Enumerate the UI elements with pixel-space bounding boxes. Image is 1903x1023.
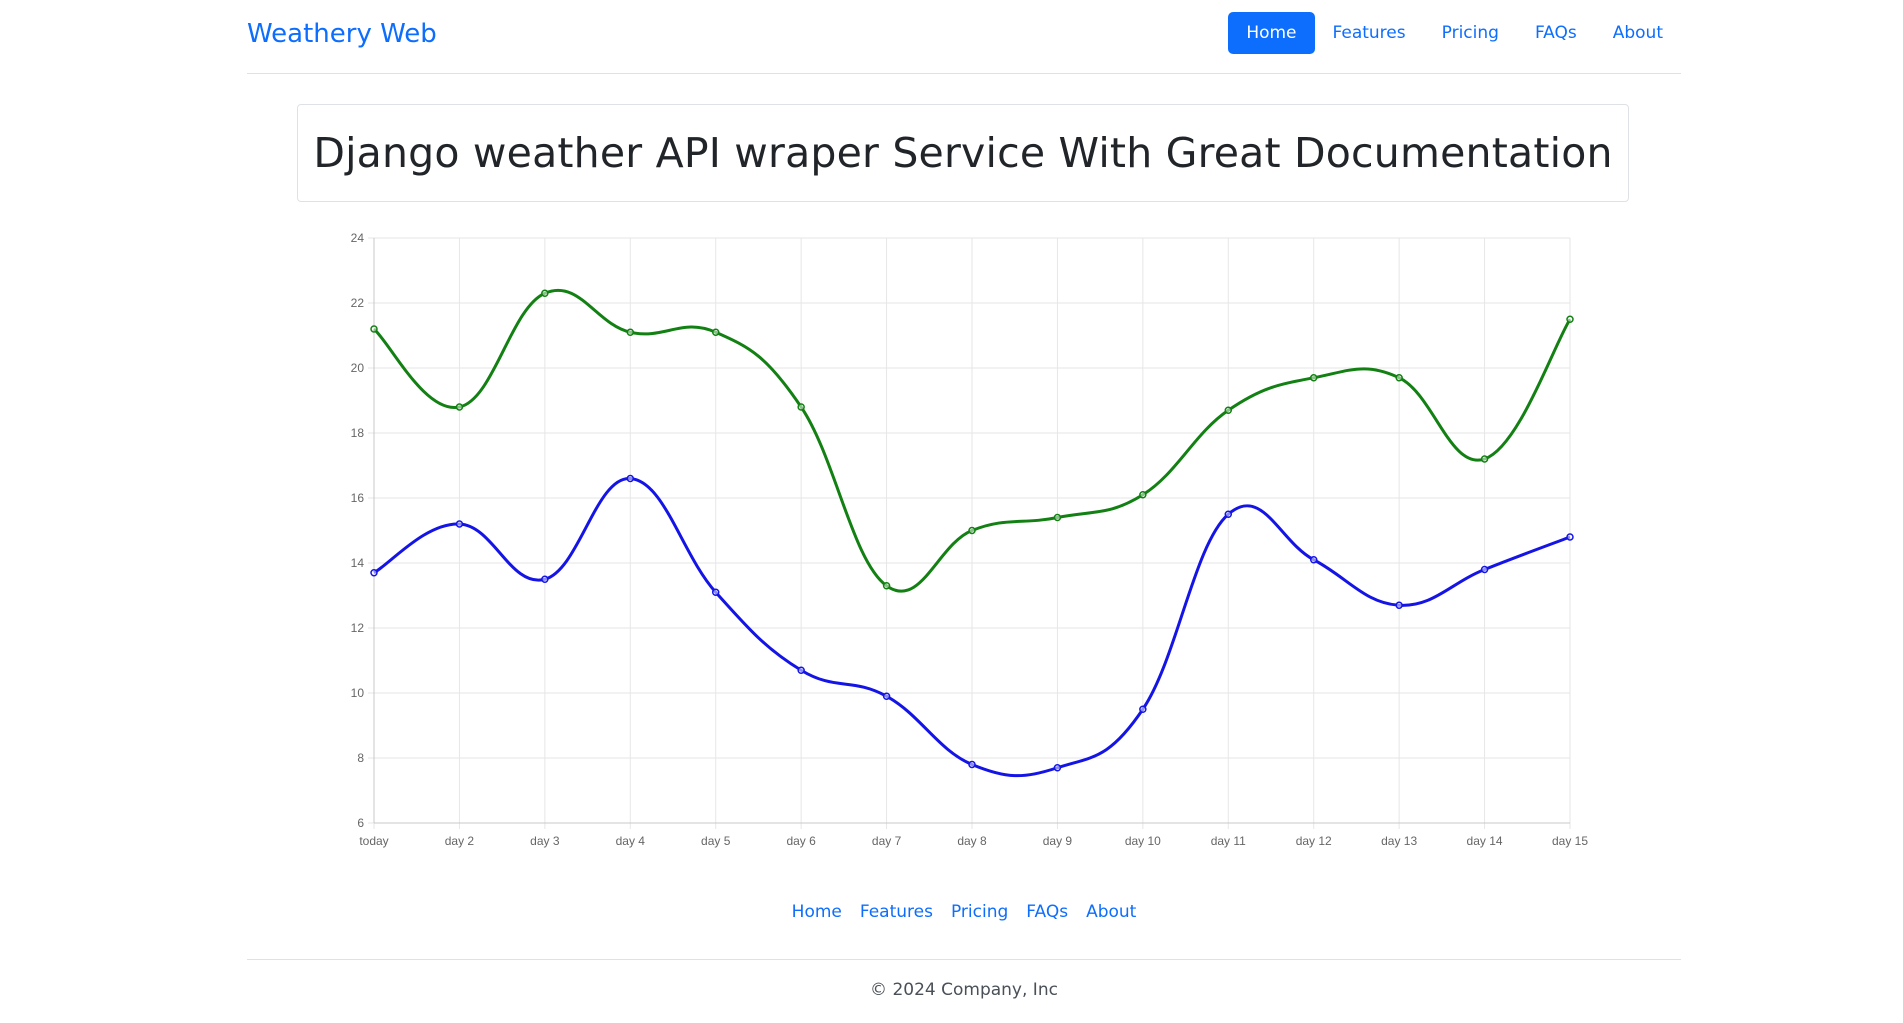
series-point-1 (1224, 510, 1233, 518)
top-navbar: Weathery Web Home Features Pricing FAQs … (247, 0, 1681, 74)
y-tick-label: 24 (351, 231, 365, 245)
hero-card: Django weather API wraper Service With G… (297, 104, 1629, 202)
footer: Home Features Pricing FAQs About © 2024 … (247, 902, 1681, 1000)
x-tick-label: day 5 (701, 834, 731, 848)
weather-line-chart: 6 8 10 12 14 16 18 20 22 24 today day 2 day 3 day 4 da… (351, 231, 1589, 848)
x-tick-label: day 3 (530, 834, 560, 848)
nav-home[interactable]: Home (1228, 12, 1315, 54)
x-tick-label: day 7 (872, 834, 902, 848)
y-tick-label: 14 (351, 556, 365, 570)
nav-links: Home Features Pricing FAQs About (1228, 12, 1681, 54)
series-point-1 (1139, 705, 1147, 713)
series-point-1 (1566, 533, 1574, 541)
series-point-1 (370, 569, 378, 577)
x-tick-label: day 12 (1296, 834, 1332, 848)
series-point-1 (455, 520, 464, 528)
nav-pricing[interactable]: Pricing (1441, 23, 1499, 43)
series-point-1 (626, 474, 635, 483)
series-point-1 (541, 575, 549, 583)
y-tick-label: 8 (357, 751, 364, 765)
series-point-0 (1395, 374, 1403, 382)
nav-about[interactable]: About (1612, 23, 1663, 43)
series-point-1 (797, 666, 805, 674)
x-tick-label: day 8 (957, 834, 987, 848)
footer-link-home[interactable]: Home (791, 902, 842, 922)
series-point-0 (1053, 513, 1062, 522)
page-container: Weathery Web Home Features Pricing FAQs … (247, 0, 1681, 1000)
series-point-1 (882, 692, 891, 700)
y-tick-label: 10 (351, 686, 365, 700)
footer-divider (247, 959, 1681, 960)
footer-link-pricing[interactable]: Pricing (950, 902, 1009, 922)
footer-link-faqs[interactable]: FAQs (1026, 902, 1069, 922)
y-tick-label: 22 (351, 296, 365, 310)
footer-links: Home Features Pricing FAQs About (247, 902, 1681, 922)
series-point-0 (1224, 406, 1233, 414)
x-tick-label: day 9 (1043, 834, 1073, 848)
footer-link-features[interactable]: Features (859, 902, 933, 922)
series-point-0 (1309, 374, 1318, 382)
series-point-1 (1395, 601, 1403, 609)
nav-features[interactable]: Features (1332, 23, 1406, 43)
y-tick-label: 20 (351, 361, 365, 375)
x-tick-label: day 10 (1125, 834, 1161, 848)
series-point-0 (370, 325, 378, 333)
y-tick-label: 12 (351, 621, 365, 635)
x-tick-label: day 14 (1467, 834, 1503, 848)
series-point-0 (797, 403, 805, 411)
x-tick-label: today (359, 834, 388, 848)
series-point-0 (455, 403, 464, 411)
copyright-text: © 2024 Company, Inc (870, 980, 1058, 1000)
x-tick-label: day 4 (616, 834, 646, 848)
series-point-0 (968, 526, 976, 535)
x-tick-label: day 6 (786, 834, 816, 848)
series-point-0 (711, 328, 720, 336)
series-point-0 (882, 582, 891, 590)
series-point-1 (968, 760, 976, 769)
series-point-0 (1480, 455, 1489, 463)
y-tick-label: 6 (357, 816, 364, 830)
nav-faqs[interactable]: FAQs (1534, 23, 1577, 43)
series-point-1 (1309, 556, 1318, 564)
page-title: Django weather API wraper Service With G… (313, 129, 1613, 177)
series-point-0 (1566, 315, 1574, 323)
x-tick-label: day 2 (445, 834, 475, 848)
series-point-1 (1480, 565, 1489, 574)
x-tick-label: day 13 (1381, 834, 1417, 848)
brand-link[interactable]: Weathery Web (247, 18, 437, 49)
series-point-1 (711, 588, 720, 596)
footer-link-about[interactable]: About (1086, 902, 1137, 922)
y-tick-label: 16 (351, 491, 365, 505)
series-point-1 (1053, 764, 1062, 772)
series-point-0 (541, 289, 549, 297)
series-point-0 (1139, 491, 1147, 499)
x-tick-label: day 15 (1552, 834, 1588, 848)
series-point-0 (626, 328, 635, 336)
y-tick-label: 18 (351, 426, 365, 440)
x-tick-label: day 11 (1211, 834, 1246, 848)
